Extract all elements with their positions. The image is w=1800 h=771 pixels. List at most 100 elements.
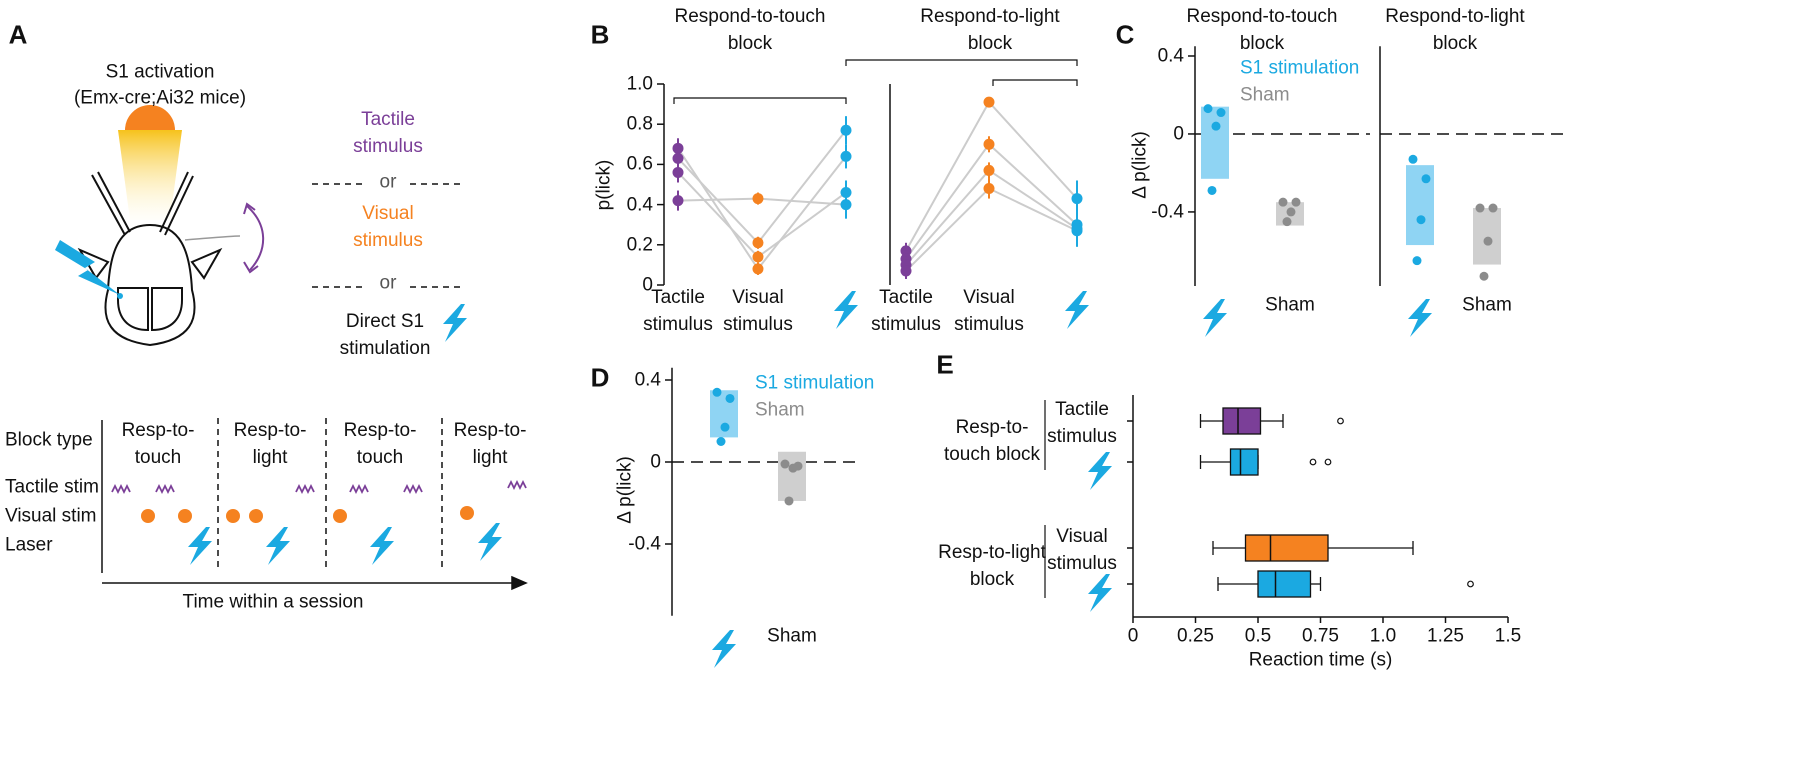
block-label: Resp-to-touch — [343, 420, 417, 468]
data-point — [1483, 236, 1493, 246]
data-point — [720, 422, 730, 432]
group-label: Resp-to-light block — [938, 542, 1046, 590]
data-point — [1282, 217, 1292, 227]
legend-entry: S1 stimulation — [755, 372, 875, 394]
chart-title: Respond-to-touch block — [1186, 6, 1338, 54]
panel-letter: A — [8, 19, 28, 50]
diagram-subtitle: (Emx-cre;Ai32 mice) — [73, 87, 247, 109]
box — [1222, 407, 1262, 435]
data-point — [1207, 185, 1217, 195]
outlier — [1324, 458, 1332, 466]
data-point — [1278, 197, 1288, 207]
bolt-icon — [188, 527, 212, 565]
data-point — [983, 96, 995, 108]
y-tick-label: 0.8 — [626, 113, 653, 135]
legend-entry: Sham — [1240, 84, 1290, 106]
panel-letter: D — [590, 362, 610, 393]
x-tick-label: 0.5 — [1244, 625, 1272, 647]
timeline — [101, 420, 528, 591]
panel-letter: E — [936, 349, 954, 380]
x-tick-label: 0.75 — [1302, 625, 1339, 647]
y-tick-label: 0.6 — [626, 153, 653, 175]
box — [1244, 534, 1329, 562]
y-tick-label: 0.2 — [626, 234, 653, 256]
row-label: Laser — [5, 534, 53, 556]
y-tick-label: 0.4 — [1157, 45, 1184, 67]
outlier — [1467, 580, 1474, 588]
x-tick-label: 1.0 — [1369, 625, 1397, 647]
x-tick-label: Sham — [767, 625, 817, 647]
box — [1257, 570, 1312, 598]
data-point — [1071, 193, 1083, 205]
data-point — [1421, 174, 1431, 184]
chart-title: Respond-to-touch block — [674, 6, 826, 54]
data-point — [1291, 197, 1301, 207]
row-label: Tactile stim — [5, 476, 99, 498]
data-point — [672, 152, 684, 164]
data-point — [672, 166, 684, 178]
data-point — [1211, 121, 1221, 131]
data-point — [1416, 215, 1426, 225]
x-tick-label: Sham — [1462, 294, 1512, 316]
data-point — [900, 265, 912, 277]
stimulus-option: Visual stimulus — [353, 203, 423, 251]
data-point — [1412, 256, 1422, 266]
data-point — [983, 164, 995, 176]
diagram-title: S1 activation — [105, 61, 215, 83]
y-tick-label: 0 — [642, 274, 653, 296]
x-tick-label: 0.25 — [1177, 625, 1214, 647]
y-axis-label: p(lick) — [593, 159, 615, 211]
y-tick-label: 1.0 — [626, 73, 653, 95]
bolt-icon — [478, 523, 502, 561]
data-point — [1216, 108, 1226, 118]
category-label: Tactile stimulus — [1047, 399, 1117, 447]
data-point — [780, 459, 790, 469]
x-axis-label: Time within a session — [182, 591, 364, 613]
data-point — [752, 237, 764, 249]
row-label: Block type — [5, 429, 93, 451]
data-point — [1488, 203, 1498, 213]
bolt-icon — [712, 630, 736, 668]
data-point — [1408, 154, 1418, 164]
series-line — [677, 147, 847, 271]
data-point — [1475, 203, 1485, 213]
x-tick-label: 0 — [1127, 625, 1139, 647]
block-label: Resp-to-touch — [121, 420, 195, 468]
series-line — [905, 142, 1078, 260]
y-tick-label: 0.4 — [634, 369, 661, 391]
y-tick-label: 0.4 — [626, 194, 653, 216]
data-point — [716, 437, 726, 446]
panel-letter: B — [590, 19, 610, 50]
box — [1229, 448, 1259, 476]
panel-letter: C — [1115, 19, 1135, 50]
comparison-brackets — [673, 59, 1078, 598]
data-point — [725, 393, 735, 403]
y-axis-label: Δ p(lick) — [614, 456, 636, 524]
y-tick-label: 0 — [650, 451, 661, 473]
x-tick-label: 1.25 — [1427, 625, 1464, 647]
x-tick-label: 1.5 — [1494, 625, 1522, 647]
legend-entry: S1 stimulation — [1240, 57, 1360, 79]
y-tick-label: 0 — [1173, 123, 1184, 145]
data-point — [1479, 271, 1489, 281]
bolt-icon — [1088, 452, 1112, 490]
chart-title: Respond-to-light block — [1385, 6, 1525, 54]
data-point — [784, 496, 794, 506]
mouse-illustration — [55, 105, 265, 347]
block-label: Resp-to-light — [233, 420, 307, 468]
bolt-icon — [834, 291, 858, 329]
outlier — [1337, 417, 1344, 425]
x-tick-label: Visual stimulus — [723, 287, 793, 335]
range-band — [778, 451, 806, 501]
bolt-icon — [443, 304, 467, 342]
outlier — [1309, 458, 1317, 466]
separators — [217, 183, 464, 572]
category-label: Visual stimulus — [1047, 526, 1117, 574]
data-point — [1286, 207, 1296, 217]
x-tick-label: Visual stimulus — [954, 287, 1024, 335]
stimulus-option: Tactile stimulus — [353, 109, 423, 157]
y-axis-label: Δ p(lick) — [1129, 131, 1151, 199]
chart-title: Respond-to-light block — [920, 6, 1060, 54]
bolt-icon — [1203, 299, 1227, 337]
